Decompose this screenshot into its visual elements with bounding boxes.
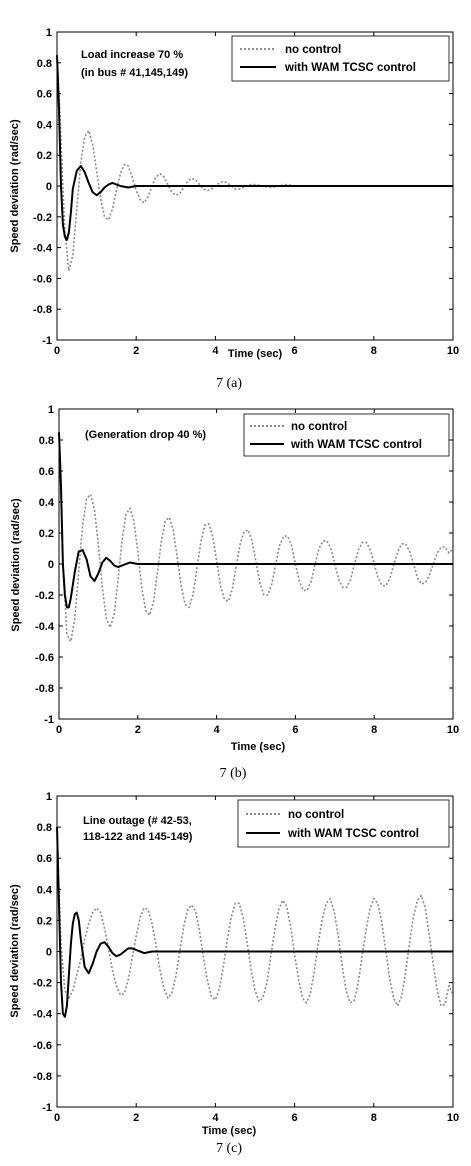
x-tick-label: 8	[371, 1112, 377, 1124]
y-tick-label: 0.6	[37, 853, 52, 865]
y-tick-label: -0.2	[35, 590, 54, 602]
y-tick-label: -0.8	[33, 304, 52, 316]
x-ticks: 0 2 4 6 8 10	[54, 796, 459, 1124]
legend-label-no-control: no control	[291, 421, 347, 433]
legend-box	[237, 799, 450, 848]
y-tick-label: -0.6	[33, 273, 52, 285]
annotation-line-1: Line outage (# 42-53,	[83, 815, 192, 827]
legend-label-no-control: no control	[288, 809, 344, 821]
x-tick-label: 2	[133, 1112, 139, 1124]
x-tick-label: 4	[212, 1112, 219, 1124]
legend-box	[243, 413, 450, 457]
y-tick-label: 0.2	[37, 915, 52, 927]
x-ticks: 0 2 4 6 8 10	[56, 409, 459, 736]
legend: no control with WAM TCSC control	[237, 799, 450, 848]
y-tick-label: -1	[44, 714, 54, 726]
y-tick-label: 0	[46, 181, 52, 193]
x-tick-label: 8	[371, 345, 377, 357]
y-tick-label: 0.2	[39, 528, 54, 540]
x-tick-label: 6	[292, 724, 298, 736]
x-tick-label: 10	[447, 724, 459, 736]
legend: no control with WAM TCSC control	[243, 413, 450, 457]
x-tick-label: 0	[54, 1112, 60, 1124]
legend-label-wam-control: with WAM TCSC control	[290, 439, 422, 451]
legend-label-no-control: no control	[285, 44, 341, 56]
y-tick-label: 0.4	[37, 884, 53, 896]
legend-label-wam-control: with WAM TCSC control	[284, 62, 416, 74]
x-tick-label: 6	[292, 1112, 298, 1124]
annotation-line-1: Load increase 70 %	[81, 49, 183, 61]
y-tick-label: 0.6	[37, 89, 52, 101]
y-tick-label: -1	[42, 335, 52, 347]
y-tick-label: -0.2	[33, 212, 52, 224]
y-tick-label: 0.4	[37, 119, 53, 131]
series-line-no-control	[56, 827, 454, 1007]
y-axis-label: Speed deviation (rad/sec)	[9, 119, 21, 253]
y-tick-label: -0.8	[33, 1071, 52, 1083]
y-tick-label: -0.4	[33, 243, 53, 255]
x-tick-label: 4	[212, 345, 219, 357]
panel-b: 1 0.8 0.6 0.4 0.2 0 -0.2 -0.4 -0.6 -0.8 -1 0 2 4 6 8 10…	[10, 404, 459, 781]
x-tick-label: 2	[133, 345, 139, 357]
y-tick-label: 0.2	[37, 150, 52, 162]
y-axis-label: Speed deviation (rad/sec)	[9, 884, 21, 1018]
y-tick-label: -0.6	[35, 652, 54, 664]
series-line-no-control	[58, 432, 454, 643]
y-tick-label: 0	[46, 947, 52, 959]
y-tick-label: -0.4	[35, 621, 55, 633]
y-tick-label: 0.8	[37, 58, 52, 70]
y-tick-label: 0.8	[39, 435, 54, 447]
series-line-wam-control	[56, 827, 453, 1018]
annotation-line-2: 118-122 and 145-149)	[83, 831, 193, 843]
y-tick-label: -0.6	[33, 1040, 52, 1052]
x-ticks: 0 2 4 6 8 10	[54, 32, 459, 357]
y-tick-label: -0.8	[35, 683, 54, 695]
series-layer	[56, 827, 454, 1018]
y-tick-label: 1	[48, 404, 54, 416]
panel-a: 1 0.8 0.6 0.4 0.2 0 -0.2 -0.4 -0.6 -0.8 -1 0 2 4 6 8 10…	[9, 27, 459, 391]
series-line-wam-control	[58, 432, 453, 609]
x-axis-label: Time (sec)	[231, 741, 286, 753]
caption: 7 (c)	[216, 1141, 242, 1156]
x-tick-label: 6	[292, 345, 298, 357]
x-axis-label: Time (sec)	[228, 348, 283, 360]
y-tick-label: 0.8	[37, 822, 52, 834]
x-tick-label: 10	[447, 1112, 459, 1124]
x-tick-label: 0	[54, 345, 60, 357]
y-tick-label: 1	[46, 27, 52, 39]
y-tick-label: 0.6	[39, 466, 54, 478]
y-tick-label: 0	[48, 559, 54, 571]
series-layer	[58, 432, 454, 643]
legend: no control with WAM TCSC control	[231, 35, 450, 82]
x-axis-label: Time (sec)	[202, 1125, 257, 1137]
annotation-line-1: (Generation drop 40 %)	[85, 429, 206, 441]
x-tick-label: 10	[447, 345, 459, 357]
legend-box	[231, 35, 450, 82]
legend-label-wam-control: with WAM TCSC control	[287, 828, 419, 840]
x-tick-label: 8	[371, 724, 377, 736]
x-tick-label: 2	[135, 724, 141, 736]
caption: 7 (b)	[220, 766, 247, 781]
series-line-wam-control	[56, 55, 453, 241]
annotation-line-2: (in bus # 41,145,149)	[81, 67, 188, 79]
y-tick-label: 0.4	[39, 497, 55, 509]
y-tick-label: -1	[42, 1102, 52, 1114]
x-tick-label: 4	[214, 724, 221, 736]
y-tick-label: -0.2	[33, 978, 52, 990]
x-tick-label: 0	[56, 724, 62, 736]
y-tick-label: -0.4	[33, 1009, 53, 1021]
panel-c: 1 0.8 0.6 0.4 0.2 0 -0.2 -0.4 -0.6 -0.8 -1 0 2 4 6 8 10…	[9, 791, 459, 1156]
series-layer	[56, 55, 453, 272]
caption: 7 (a)	[216, 376, 242, 391]
y-axis-label: Speed deviation (rad/sec)	[10, 498, 22, 632]
y-tick-label: 1	[46, 791, 52, 803]
